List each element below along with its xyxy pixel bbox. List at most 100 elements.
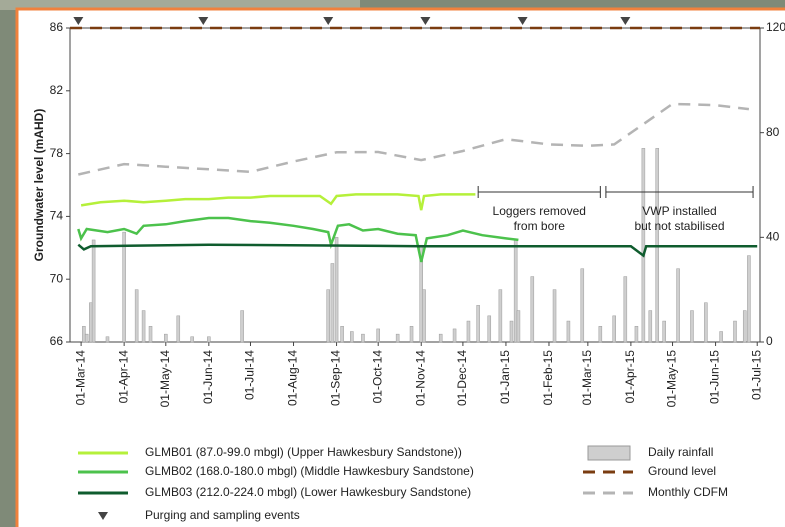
legend-label: Daily rainfall [648,445,713,459]
rain-bar [566,320,571,343]
rain-bar [690,310,694,343]
rain-bar [719,331,723,343]
rain-bar [105,336,110,343]
x-tick-label: 01-Aug-14 [286,350,300,406]
x-tick-label: 01-Jul-14 [243,350,257,400]
x-tick-label: 01-Oct-14 [370,350,384,404]
annotation-text: but not stabilised [634,219,724,233]
legend-label: Monthly CDFM [648,485,728,499]
series-line [80,193,476,211]
x-tick-label: 01-Apr-15 [623,350,637,404]
rain-bar [240,310,244,343]
legend-swatch [587,445,631,461]
rain-bar [422,289,426,343]
x-tick-label: 01-May-14 [158,350,172,408]
rain-bar [148,326,153,343]
rain-bar [498,289,503,343]
rain-bar [623,276,628,343]
rain-bar [676,268,680,343]
rain-bar [340,326,344,343]
event-marker [420,17,431,25]
rain-bar [134,289,139,343]
rain-bar [334,237,339,343]
rain-bar [438,333,443,343]
x-tick-label: 01-Jul-15 [749,350,763,400]
rain-bar [487,315,492,343]
rain-bar [742,310,747,343]
rain-bar [580,268,585,343]
y-tick-label: 66 [50,334,64,348]
event-marker [73,17,84,25]
legend-event-marker [98,512,108,520]
rain-bar [91,239,96,343]
rain-bar [190,336,194,343]
map-strip [0,0,360,10]
rain-bar [361,333,365,343]
x-tick-label: 01-Mar-15 [580,350,594,406]
annotation-text: Loggers removed [493,204,586,218]
event-marker [198,17,209,25]
legend-label: Ground level [648,464,716,478]
x-tick-label: 01-Jun-15 [708,350,722,404]
x-tick-label: 01-Mar-14 [73,350,87,406]
x-tick-label: 01-Sep-14 [329,350,343,406]
rain-bar [704,302,708,343]
rain-bar [634,326,639,343]
rain-bar [612,315,616,343]
series-line [77,243,758,258]
annotation-bracket [605,186,754,198]
rain-bar [648,310,653,343]
rain-bar [376,328,380,343]
rain-bar [207,336,211,343]
rain-bar [409,326,414,343]
rain-bar [530,276,535,343]
y2-tick-label: 80 [766,125,780,139]
event-marker [323,17,334,25]
rain-bar [330,263,335,343]
rain-bar [598,326,603,343]
series-line [78,102,750,176]
rain-bar [552,289,557,343]
y-tick-label: 78 [50,146,64,160]
annotation-text: VWP installed [642,204,716,218]
x-tick-label: 01-Dec-14 [455,350,469,406]
x-tick-label: 01-Feb-15 [541,350,555,406]
legend-label: Purging and sampling events [145,508,300,522]
legend-label: GLMB03 (212.0-224.0 mbgl) (Lower Hawkesb… [145,485,471,499]
rain-bar [516,310,521,343]
y2-tick-label: 120 [766,20,785,34]
rain-bar [326,289,330,343]
event-marker [620,17,631,25]
rain-bar [476,305,480,343]
rain-bar [176,315,181,343]
x-tick-label: 01-Jan-15 [498,350,512,404]
event-marker [517,17,528,25]
y-tick-label: 70 [50,271,64,285]
y-tick-label: 86 [50,20,64,34]
legend-label: GLMB02 (168.0-180.0 mbgl) (Middle Hawkes… [145,464,474,478]
rain-bar [641,148,646,343]
y-tick-label: 74 [50,209,64,223]
rain-bar [466,320,471,343]
x-tick-label: 01-Apr-14 [116,350,130,404]
x-tick-label: 01-Nov-14 [413,350,427,406]
rain-bar [350,331,354,343]
rain-bar [509,320,514,343]
rain-bar [84,333,89,343]
annotation-text: from bore [514,219,566,233]
legend-label: GLMB01 (87.0-99.0 mbgl) (Upper Hawkesbur… [145,445,462,459]
x-tick-label: 01-Jun-14 [201,350,215,404]
series-line [77,216,519,263]
x-tick-label: 01-May-15 [665,350,679,408]
rain-bar [747,255,751,343]
rain-bar [452,328,457,343]
annotation-bracket [477,186,601,198]
rain-bar [122,231,126,343]
rain-bar [141,310,146,343]
rain-bar [395,333,400,343]
y-tick-label: 82 [50,83,64,97]
y-axis-label: Groundwater level (mAHD) [32,109,46,262]
y2-tick-label: 40 [766,230,780,244]
rain-bar [662,320,666,343]
